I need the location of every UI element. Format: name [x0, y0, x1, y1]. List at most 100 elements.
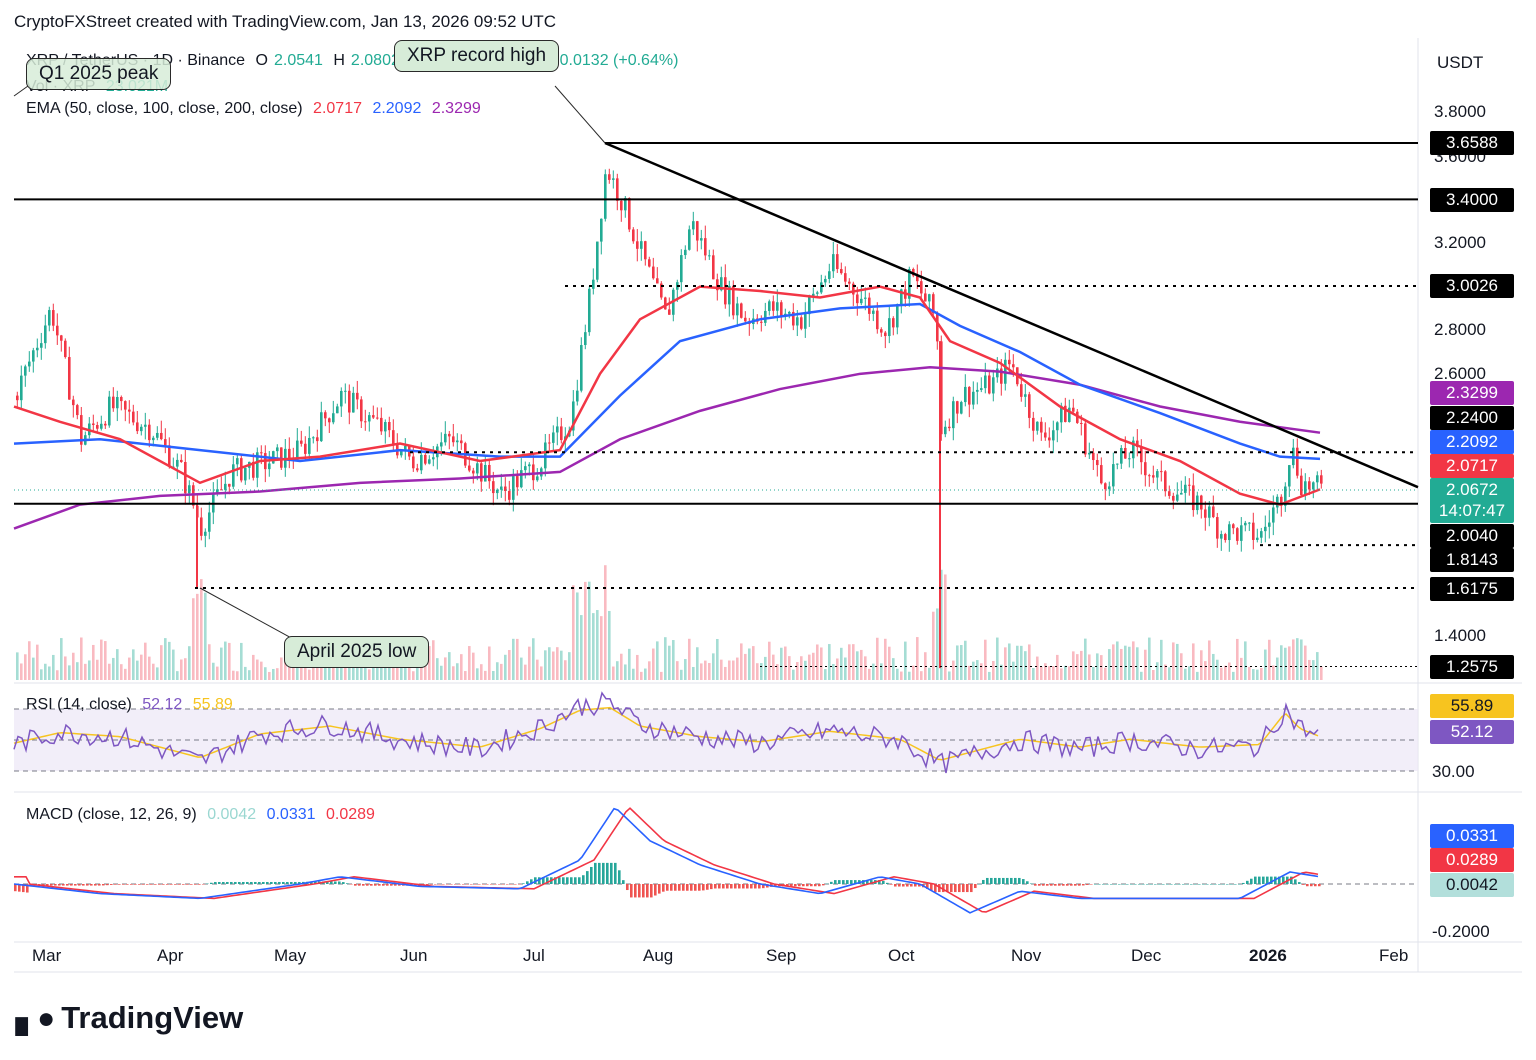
macd-hist-bar	[1254, 876, 1257, 884]
candle-body	[16, 395, 19, 401]
macd-hist-bar	[850, 880, 853, 884]
volume-bar	[420, 658, 423, 680]
candle-body	[1204, 509, 1207, 518]
macd-hist-bar	[114, 884, 117, 885]
volume-bar	[400, 666, 403, 680]
candle-body	[692, 221, 695, 230]
macd-hist-bar	[250, 881, 253, 884]
candle-body	[296, 440, 299, 460]
volume-bar	[1280, 645, 1283, 680]
volume-bar	[1104, 667, 1107, 680]
macd-hist-bar	[1206, 884, 1209, 885]
volume-bar	[368, 669, 371, 680]
macd-hist-bar	[462, 884, 465, 885]
candle-body	[840, 269, 843, 274]
macd-hist-bar	[754, 884, 757, 889]
macd-hist-bar	[962, 884, 965, 893]
macd-hist-bar	[94, 884, 97, 886]
candle-body	[1188, 484, 1191, 486]
volume-bar	[612, 666, 615, 680]
candle-body	[1304, 481, 1307, 496]
candle-body	[280, 447, 283, 468]
volume-bar	[220, 647, 223, 680]
macd-hist-bar	[354, 884, 357, 886]
macd-hist-bar	[1318, 884, 1321, 887]
macd-hist-bar	[606, 862, 609, 884]
candle-body	[948, 426, 951, 429]
volume-bar	[748, 648, 751, 680]
macd-hist-bar	[18, 884, 21, 892]
volume-bar	[1112, 644, 1115, 680]
macd-hist-bar	[58, 884, 61, 886]
volume-bar	[384, 656, 387, 680]
q1-peak-callout[interactable]: Q1 2025 peak	[26, 58, 172, 90]
candle-body	[664, 297, 667, 310]
volume-bar	[816, 644, 819, 680]
ema200-value: 2.3299	[431, 100, 481, 117]
volume-bar	[1160, 639, 1163, 680]
candle-body	[224, 483, 227, 490]
volume-bar	[988, 671, 991, 680]
macd-hist-bar	[1214, 884, 1217, 885]
candle-body	[72, 399, 75, 406]
macd-hist-bar	[642, 884, 645, 898]
candle-body	[228, 483, 231, 487]
volume-bar	[20, 663, 23, 680]
rsi-title[interactable]: RSI (14, close)	[26, 696, 132, 713]
candle-body	[1124, 447, 1127, 459]
volume-bar	[524, 664, 527, 680]
candle-body	[440, 442, 443, 447]
volume-bar	[684, 659, 687, 680]
volume-bar	[632, 668, 635, 680]
volume-bar	[32, 657, 35, 680]
macd-hist-bar	[1282, 876, 1285, 884]
macd-hist-bar	[890, 884, 893, 885]
volume-bar	[1056, 654, 1059, 680]
candle-body	[368, 415, 371, 422]
candle-body	[1232, 524, 1235, 529]
macd-hist-bar	[1010, 877, 1013, 884]
volume-bar	[536, 659, 539, 680]
macd-hist-bar	[270, 881, 273, 884]
volume-bar	[996, 637, 999, 680]
macd-hist-bar	[758, 884, 761, 889]
volume-bar	[932, 611, 935, 680]
tradingview-brand[interactable]: ▖● TradingView	[16, 1000, 243, 1036]
candle-body	[1044, 432, 1047, 438]
price-tick: 3.8000	[1434, 102, 1486, 121]
currency-label[interactable]: USDT	[1437, 53, 1484, 72]
macd-hist-bar	[1182, 884, 1185, 885]
april-low-callout[interactable]: April 2025 low	[284, 636, 430, 668]
macd-hist-bar	[1302, 884, 1305, 885]
volume-bar	[160, 645, 163, 680]
macd-hist-bar	[810, 884, 813, 887]
candle-body	[1036, 421, 1039, 431]
volume-bar	[1008, 643, 1011, 680]
macd-title[interactable]: MACD (close, 12, 26, 9)	[26, 806, 197, 823]
macd-hist-bar	[650, 884, 653, 898]
volume-bar	[1072, 651, 1075, 680]
volume-bar	[108, 663, 111, 680]
macd-hist-bar	[106, 884, 109, 886]
volume-bar	[1136, 647, 1139, 680]
time-tick: 2026	[1249, 946, 1287, 965]
volume-bar	[1064, 665, 1067, 680]
ema200-line	[13, 366, 1321, 530]
record-high-callout[interactable]: XRP record high	[394, 40, 560, 72]
volume-bar	[1260, 667, 1263, 680]
macd-hist-bar	[602, 862, 605, 884]
ema-label[interactable]: EMA (50, close, 100, close, 200, close)	[26, 100, 303, 117]
volume-bar	[836, 658, 839, 680]
candle-body	[960, 402, 963, 414]
price-label-purple: 2.3299	[1430, 381, 1514, 405]
candle-body	[400, 450, 403, 456]
macd-hist-bar	[594, 862, 597, 884]
candle-body	[740, 303, 743, 318]
candle-body	[696, 221, 699, 241]
candle-body	[28, 361, 31, 367]
candle-body	[1264, 526, 1267, 532]
volume-bar	[300, 659, 303, 680]
macd-hist-bar	[666, 884, 669, 891]
volume-bar	[496, 662, 499, 680]
